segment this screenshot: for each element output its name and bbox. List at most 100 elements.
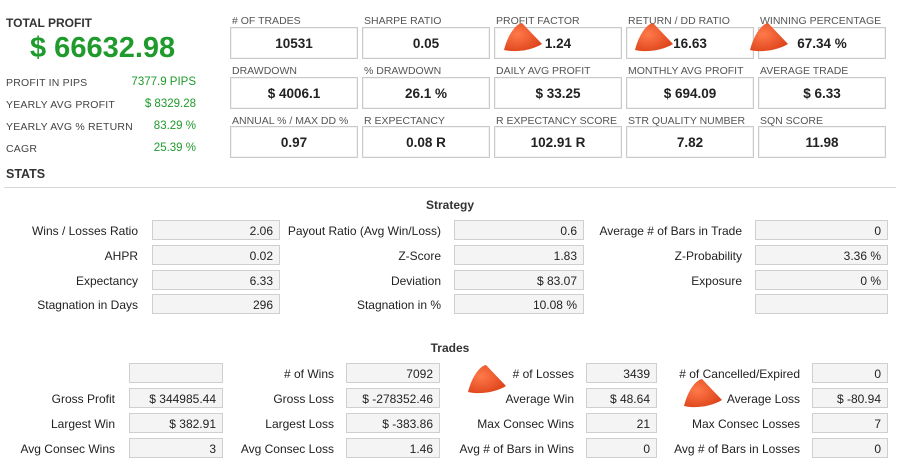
trades-label: Gross Profit — [51, 392, 115, 406]
trades-value: 0 — [812, 363, 888, 383]
metric-value-box: $ 33.25 — [494, 77, 622, 109]
metric-label: PROFIT FACTOR — [496, 15, 580, 27]
trades-value: 21 — [586, 413, 657, 433]
trades-label: Avg Consec Loss — [240, 442, 334, 456]
metric-value-box: $ 6.33 — [758, 77, 886, 109]
trades-label: Avg # of Bars in Wins — [459, 442, 575, 456]
metric-label: WINNING PERCENTAGE — [760, 15, 882, 27]
strategy-label: AHPR — [104, 249, 138, 263]
cone-marker-icon — [750, 23, 788, 52]
trades-value: $ 344985.44 — [129, 388, 223, 408]
strategy-label: Expectancy — [75, 274, 138, 288]
metric-value-box: 0.05 — [362, 27, 490, 59]
trades-value: $ -80.94 — [812, 388, 888, 408]
strategy-label: Exposure — [691, 274, 742, 288]
metric-label: STR QUALITY NUMBER — [628, 115, 746, 127]
trades-value: 3439 — [586, 363, 657, 383]
strategy-value — [755, 294, 888, 314]
metric-value-box: 7.82 — [626, 126, 754, 158]
trades-value — [129, 363, 223, 383]
strategy-value: 0 % — [755, 270, 888, 290]
strategy-value: 1.83 — [454, 245, 584, 265]
metric-label: R EXPECTANCY SCORE — [496, 115, 617, 127]
trades-label: Average Win — [505, 392, 574, 406]
cone-marker-icon — [468, 365, 506, 394]
strategy-label: Stagnation in % — [356, 298, 441, 312]
metric-value-box: 0.97 — [230, 126, 358, 158]
trades-label: Gross Loss — [273, 392, 334, 406]
trades-label: # of Losses — [512, 367, 574, 381]
yearly-avg-profit-value: $ 8329.28 — [144, 98, 196, 110]
trades-label: Average Loss — [726, 392, 800, 406]
metric-label: MONTHLY AVG PROFIT — [628, 65, 744, 77]
trades-value: 7 — [812, 413, 888, 433]
trades-title: Trades — [430, 341, 470, 355]
yearly-avg-profit-label: YEARLY AVG PROFIT — [6, 99, 116, 111]
strategy-value: 2.06 — [152, 220, 280, 240]
metric-value-box: 11.98 — [758, 126, 886, 158]
strategy-label: Deviation — [390, 274, 441, 288]
strategy-value: 0 — [755, 220, 888, 240]
strategy-value: 3.36 % — [755, 245, 888, 265]
cone-marker-icon — [635, 23, 673, 52]
trades-value: $ -278352.46 — [346, 388, 440, 408]
metric-label: ANNUAL % / MAX DD % — [232, 115, 349, 127]
trades-value: $ 382.91 — [129, 413, 223, 433]
yearly-avg-return-value: 83.29 % — [153, 120, 196, 132]
metric-value-box: $ 4006.1 — [230, 77, 358, 109]
trades-value: 0 — [812, 438, 888, 458]
cone-marker-icon — [504, 23, 542, 52]
metric-value-box: 0.08 R — [362, 126, 490, 158]
metric-label: DRAWDOWN — [232, 65, 297, 77]
metric-value-box: 102.91 R — [494, 126, 622, 158]
strategy-label: Average # of Bars in Trade — [599, 224, 742, 238]
strategy-value: 10.08 % — [454, 294, 584, 314]
strategy-value: 0.6 — [454, 220, 584, 240]
metric-label: R EXPECTANCY — [364, 115, 445, 127]
strategy-label: Wins / Losses Ratio — [31, 224, 138, 238]
profit-in-pips-value: 7377.9 PIPS — [131, 76, 196, 88]
cagr-label: CAGR — [6, 143, 38, 155]
summary-panel: TOTAL PROFIT $ 66632.98 PROFIT IN PIPS 7… — [6, 10, 198, 160]
trades-label: Largest Loss — [265, 417, 334, 431]
strategy-label: Z-Score — [398, 249, 441, 263]
metric-value-box: 26.1 % — [362, 77, 490, 109]
strategy-value: $ 83.07 — [454, 270, 584, 290]
trades-label: Max Consec Wins — [477, 417, 574, 431]
profit-in-pips-label: PROFIT IN PIPS — [6, 77, 88, 89]
yearly-avg-return-label: YEARLY AVG % RETURN — [6, 121, 133, 133]
metric-label: # OF TRADES — [232, 15, 301, 27]
trades-value: 3 — [129, 438, 223, 458]
total-profit-label: TOTAL PROFIT — [6, 16, 92, 30]
total-profit-value: $ 66632.98 — [30, 32, 176, 64]
trades-label: Avg Consec Wins — [20, 442, 115, 456]
metric-value-box: 10531 — [230, 27, 358, 59]
strategy-label: Stagnation in Days — [37, 298, 138, 312]
trades-value: $ 48.64 — [586, 388, 657, 408]
trades-label: Avg # of Bars in Losses — [674, 442, 800, 456]
trades-label: # of Wins — [283, 367, 334, 381]
divider — [4, 187, 896, 188]
metric-value-box: $ 694.09 — [626, 77, 754, 109]
metric-label: DAILY AVG PROFIT — [496, 65, 591, 77]
cone-marker-icon — [684, 379, 722, 408]
trades-value: $ -383.86 — [346, 413, 440, 433]
trades-value: 7092 — [346, 363, 440, 383]
strategy-label: Z-Probability — [674, 249, 742, 263]
strategy-label: Payout Ratio (Avg Win/Loss) — [287, 224, 441, 238]
cagr-value: 25.39 % — [153, 142, 196, 154]
metric-label: SHARPE RATIO — [364, 15, 442, 27]
strategy-value: 296 — [152, 294, 280, 314]
strategy-title: Strategy — [425, 198, 475, 212]
strategy-value: 6.33 — [152, 270, 280, 290]
trades-label: Largest Win — [50, 417, 115, 431]
metric-label: % DRAWDOWN — [364, 65, 442, 77]
trades-label: Max Consec Losses — [691, 417, 800, 431]
trades-value: 0 — [586, 438, 657, 458]
strategy-value: 0.02 — [152, 245, 280, 265]
stats-title: STATS — [6, 167, 46, 181]
metric-label: SQN SCORE — [760, 115, 824, 127]
trades-value: 1.46 — [346, 438, 440, 458]
metric-label: AVERAGE TRADE — [760, 65, 849, 77]
trades-label: # of Cancelled/Expired — [679, 367, 800, 381]
